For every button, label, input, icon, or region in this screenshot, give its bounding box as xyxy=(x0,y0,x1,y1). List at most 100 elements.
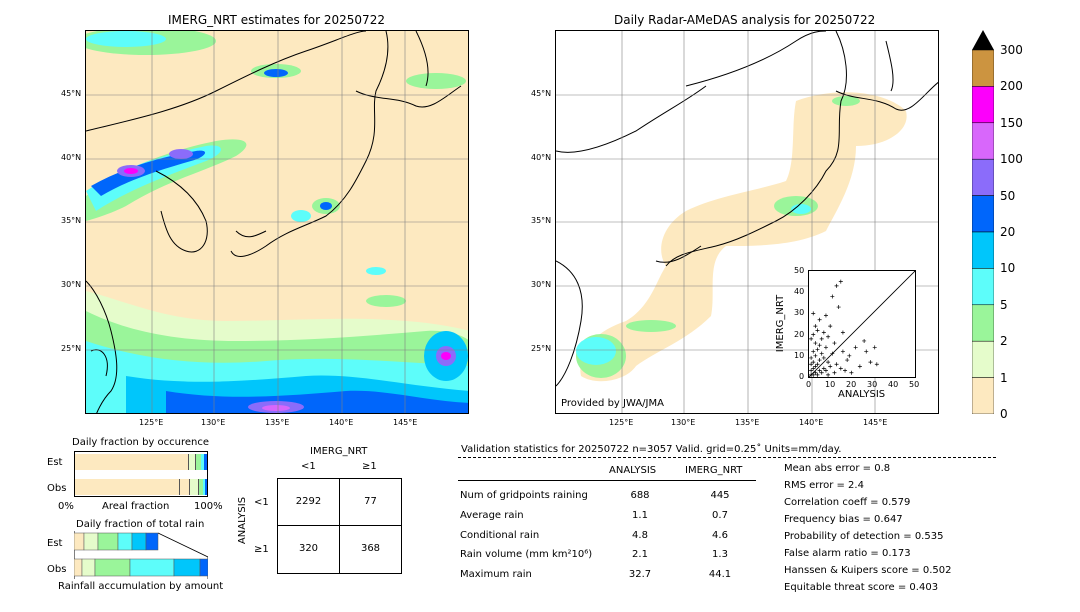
right-map-title: Daily Radar-AMeDAS analysis for 20250722 xyxy=(614,13,876,27)
validation-row-analysis: 2.1 xyxy=(632,549,648,560)
validation-row-imerg: 44.1 xyxy=(708,569,732,580)
validation-row-label: Average rain xyxy=(460,510,524,521)
left-grid xyxy=(86,31,468,413)
scatter-xtick-40: 40 xyxy=(888,380,899,389)
contingency-divider-h xyxy=(278,525,401,526)
scatter-point xyxy=(811,366,816,371)
scatter-point xyxy=(834,362,839,367)
scatter-point xyxy=(815,372,820,377)
colorbar xyxy=(971,30,995,415)
score-line: Correlation coeff = 0.579 xyxy=(784,497,911,508)
scatter-point xyxy=(813,364,818,369)
rain-fraction-bar-est xyxy=(73,532,159,551)
right-lon-130: 130°E xyxy=(671,418,696,427)
scatter-point xyxy=(817,317,822,322)
right-lon-145: 145°E xyxy=(863,418,888,427)
contingency-title: IMERG_NRT xyxy=(310,446,368,457)
left-lat-40: 40°N xyxy=(61,153,82,162)
right-lat-45: 45°N xyxy=(531,89,552,98)
left-lat-35: 35°N xyxy=(61,216,82,225)
left-lat-45: 45°N xyxy=(61,89,82,98)
occurrence-obs-seg-3 xyxy=(198,479,204,495)
scatter-point xyxy=(838,366,843,371)
right-coastlines xyxy=(556,31,938,387)
scatter-point xyxy=(821,366,826,371)
left-lat-25: 25°N xyxy=(61,344,82,353)
validation-row-analysis: 4.8 xyxy=(632,530,648,541)
colorbar-extend-arrow xyxy=(972,30,994,50)
scatter-point xyxy=(809,336,814,341)
scatter-point xyxy=(811,332,816,337)
scatter-point xyxy=(874,362,879,367)
scatter-point xyxy=(834,283,839,288)
scatter-ytick-10: 10 xyxy=(794,351,805,360)
contingency-divider-v xyxy=(339,479,340,573)
scatter-point xyxy=(847,353,852,358)
colorbar-label-300: 300 xyxy=(1000,43,1023,57)
scatter-point xyxy=(817,358,822,363)
credit-text: Provided by JWA/JMA xyxy=(561,398,664,409)
scatter-ytick-0: 0 xyxy=(799,372,805,381)
contingency-cell-tr: 77 xyxy=(364,496,377,507)
validation-row-label: Conditional rain xyxy=(460,530,540,541)
scatter-point xyxy=(864,349,869,354)
scatter-point xyxy=(830,351,835,356)
occurrence-x-right: 100% xyxy=(194,501,223,512)
validation-row-imerg: 445 xyxy=(710,490,730,501)
scatter-point xyxy=(809,355,814,360)
score-line: Frequency bias = 0.647 xyxy=(784,514,903,525)
validation-col-analysis: ANALYSIS xyxy=(609,465,657,476)
score-line: Equitable threat score = 0.403 xyxy=(784,582,939,593)
scatter-point xyxy=(826,334,831,339)
validation-row-analysis: 1.1 xyxy=(632,510,648,521)
validation-row-analysis: 32.7 xyxy=(628,569,652,580)
scatter-point xyxy=(836,305,841,310)
scatter-plot xyxy=(808,270,916,378)
scatter-point xyxy=(832,341,837,346)
scatter-point xyxy=(821,330,826,335)
scatter-ytick-40: 40 xyxy=(794,287,805,296)
scatter-point xyxy=(817,368,822,373)
rain-fraction-row-obs: Obs xyxy=(47,564,67,575)
validation-row-label: Num of gridpoints raining xyxy=(460,490,588,501)
contingency-col-lt: <1 xyxy=(301,461,316,472)
right-lat-25: 25°N xyxy=(531,344,552,353)
scatter-point xyxy=(809,362,814,367)
left-lon-145: 145°E xyxy=(393,418,418,427)
left-precip-south xyxy=(86,267,468,413)
left-precip-band xyxy=(86,139,340,222)
score-line: Probability of detection = 0.535 xyxy=(784,531,944,542)
validation-row-analysis: 688 xyxy=(630,490,650,501)
left-map xyxy=(85,30,469,414)
rain-fraction-xlabel: Rainfall accumulation by amount xyxy=(58,581,224,592)
scatter-point xyxy=(823,368,828,373)
scatter-point xyxy=(823,345,828,350)
scatter-ytick-20: 20 xyxy=(794,330,805,339)
occurrence-est-seg-4 xyxy=(204,454,207,470)
colorbar-label-0: 0 xyxy=(1000,407,1008,421)
contingency-row-lt: <1 xyxy=(254,497,269,508)
scatter-point xyxy=(857,364,862,369)
occurrence-est-seg-3 xyxy=(201,454,204,470)
validation-dashed-line xyxy=(458,457,996,458)
occurrence-obs-seg-1 xyxy=(179,479,190,495)
scatter-point xyxy=(843,368,848,373)
scatter-point xyxy=(819,336,824,341)
colorbar-label-50: 50 xyxy=(1000,189,1016,203)
scatter-point xyxy=(872,345,877,350)
right-lon-135: 135°E xyxy=(735,418,760,427)
score-line: False alarm ratio = 0.173 xyxy=(784,548,911,559)
occurrence-obs-seg-2 xyxy=(189,479,199,495)
scatter-point xyxy=(817,343,822,348)
scatter-point xyxy=(823,313,828,318)
occurrence-obs-seg-4 xyxy=(203,479,205,495)
occurrence-row-est: Est xyxy=(47,457,63,468)
occurrence-chart xyxy=(74,451,208,497)
validation-row-imerg: 1.3 xyxy=(712,549,728,560)
scatter-diagonal xyxy=(808,270,916,378)
scatter-point xyxy=(815,328,820,333)
right-lat-35: 35°N xyxy=(531,216,552,225)
left-map-svg xyxy=(86,31,468,413)
left-coastlines xyxy=(86,31,462,413)
colorbar-label-5: 5 xyxy=(1000,298,1008,312)
